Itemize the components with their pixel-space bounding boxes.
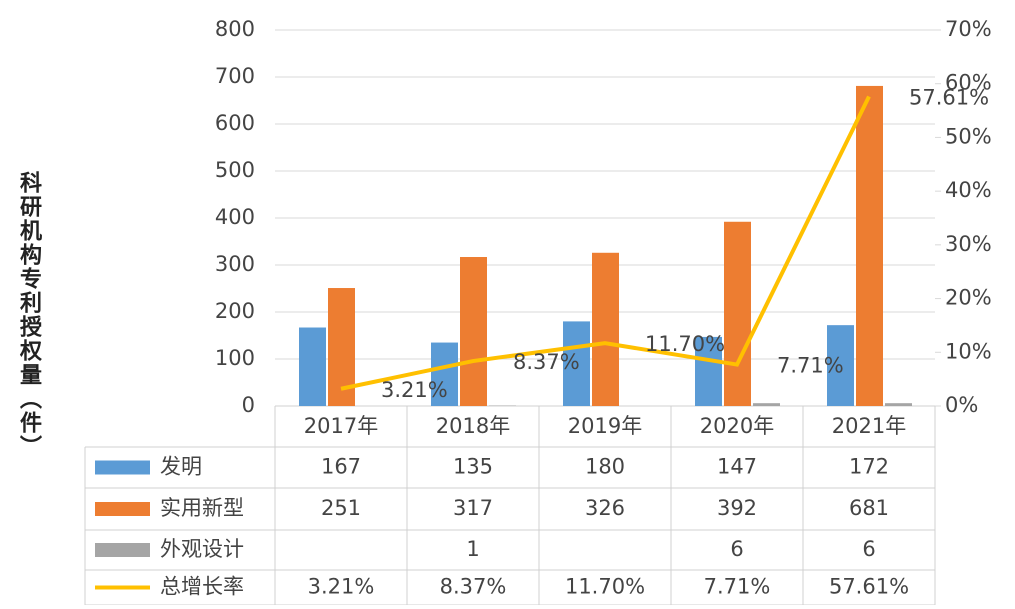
legend-label: 外观设计 — [160, 537, 244, 561]
y-axis-title: 科研机构专利授权量（件） — [16, 171, 43, 459]
table-cell: 147 — [717, 455, 757, 479]
table-cell: 11.70% — [565, 575, 645, 599]
data-label: 11.70% — [645, 332, 725, 356]
legend-label: 总增长率 — [160, 575, 244, 599]
data-label: 3.21% — [381, 378, 448, 402]
y2-tick-label: 30% — [945, 232, 992, 256]
table-cell: 6 — [730, 537, 743, 561]
y-tick-label: 600 — [215, 111, 255, 135]
legend-label: 发明 — [160, 455, 202, 479]
table-cell: 317 — [453, 496, 493, 520]
bar — [299, 328, 326, 406]
data-label: 57.61% — [909, 86, 989, 110]
y-tick-label: 500 — [215, 158, 255, 182]
y-tick-label: 800 — [215, 17, 255, 41]
y-tick-label: 200 — [215, 299, 255, 323]
table-cell: 326 — [585, 496, 625, 520]
table-cell: 180 — [585, 455, 625, 479]
table-cell: 7.71% — [704, 575, 771, 599]
table-cell: 135 — [453, 455, 493, 479]
bar — [856, 86, 883, 406]
bar — [724, 222, 751, 406]
y-tick-label: 100 — [215, 346, 255, 370]
table-cell: 251 — [321, 496, 361, 520]
y2-tick-label: 50% — [945, 124, 992, 148]
line — [341, 97, 869, 389]
table-cell: 57.61% — [829, 575, 909, 599]
table-cell: 3.21% — [308, 575, 375, 599]
bar — [753, 403, 780, 406]
legend-label: 实用新型 — [160, 496, 244, 520]
table-cell: 172 — [849, 455, 889, 479]
y-tick-label: 0 — [242, 393, 255, 417]
bar — [592, 253, 619, 406]
y2-tick-label: 10% — [945, 339, 992, 363]
x-tick-label: 2018年 — [436, 414, 510, 438]
bar — [885, 403, 912, 406]
data-label: 8.37% — [513, 350, 580, 374]
legend-swatch — [95, 543, 150, 557]
legend-swatch — [95, 502, 150, 516]
y-tick-label: 700 — [215, 64, 255, 88]
legend-swatch — [95, 461, 150, 475]
y2-tick-label: 20% — [945, 286, 992, 310]
x-tick-label: 2020年 — [700, 414, 774, 438]
y-tick-label: 400 — [215, 205, 255, 229]
table-cell: 6 — [862, 537, 875, 561]
table-cell: 1 — [466, 537, 479, 561]
x-tick-label: 2019年 — [568, 414, 642, 438]
y-tick-label: 300 — [215, 252, 255, 276]
data-label: 7.71% — [777, 354, 844, 378]
y2-tick-label: 70% — [945, 17, 992, 41]
y2-tick-label: 0% — [945, 393, 978, 417]
y2-tick-label: 40% — [945, 178, 992, 202]
x-tick-label: 2021年 — [832, 414, 906, 438]
table-cell: 167 — [321, 455, 361, 479]
bar — [460, 257, 487, 406]
x-tick-label: 2017年 — [304, 414, 378, 438]
table-cell: 8.37% — [440, 575, 507, 599]
table-cell: 681 — [849, 496, 889, 520]
table-cell: 392 — [717, 496, 757, 520]
